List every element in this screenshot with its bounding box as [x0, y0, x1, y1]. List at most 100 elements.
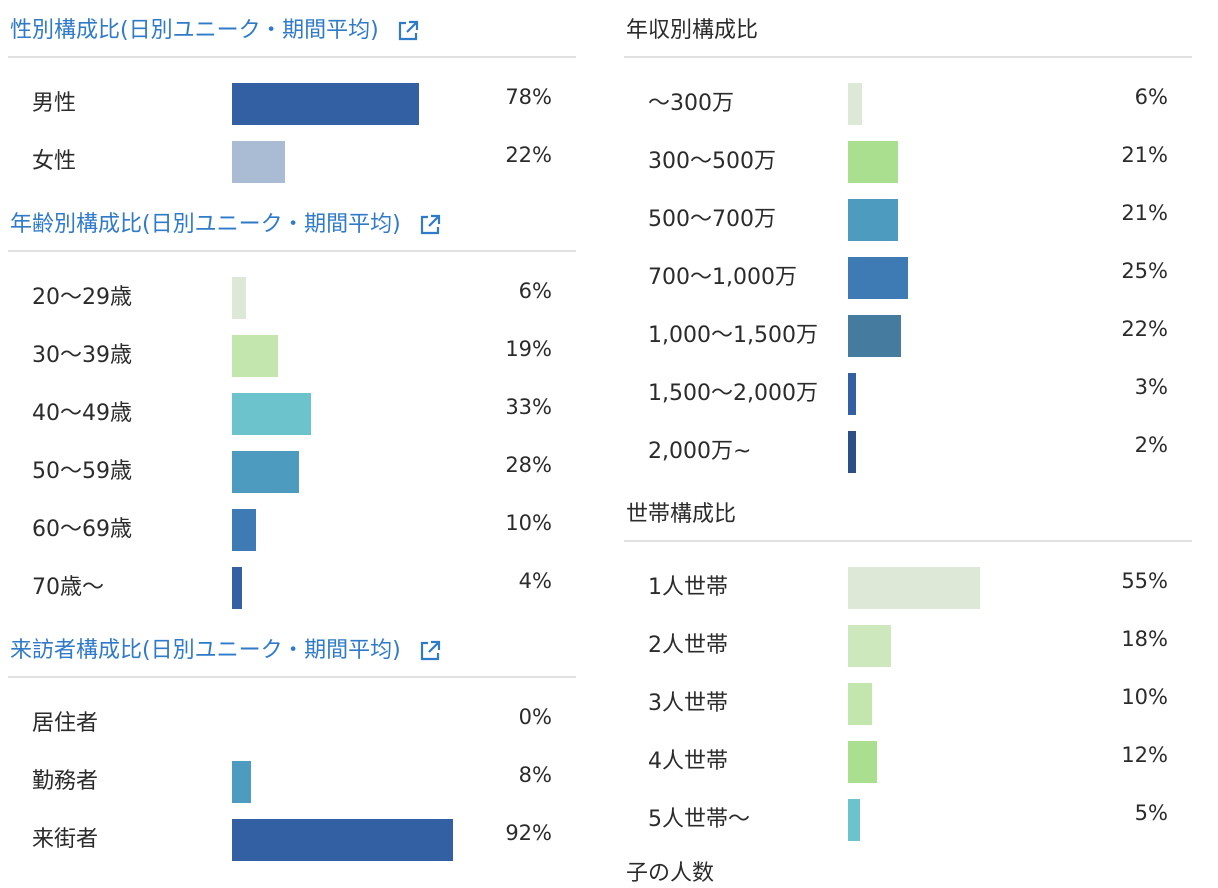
age-section-title[interactable]: 年齢別構成比(日別ユニーク・期間平均) [10, 212, 401, 237]
list-item: 1人世帯 55% [624, 567, 1192, 609]
bar [848, 373, 856, 415]
row-label: 居住者 [32, 711, 99, 736]
row-percent: 18% [1121, 627, 1168, 651]
bar [232, 761, 251, 803]
children-count-section-title: 子の人数 [626, 861, 715, 886]
visitor-section-title[interactable]: 来訪者構成比(日別ユニーク・期間平均) [10, 638, 401, 663]
row-label: 20〜29歳 [32, 285, 132, 310]
row-label: 60〜69歳 [32, 517, 132, 542]
row-label: 2人世帯 [648, 633, 728, 658]
bar [848, 199, 898, 241]
external-link-icon[interactable] [419, 640, 441, 662]
visitor-section-title-link[interactable]: 来訪者構成比(日別ユニーク・期間平均) [10, 637, 441, 665]
list-item: 1,500〜2,000万 3% [624, 373, 1192, 415]
bar [848, 567, 980, 609]
bar [848, 257, 908, 299]
list-item: 来街者 92% [8, 819, 576, 861]
row-label: 700〜1,000万 [648, 265, 797, 290]
bar [232, 393, 311, 435]
list-item: 4人世帯 12% [624, 741, 1192, 783]
list-item: 勤務者 8% [8, 761, 576, 803]
list-item: 1,000〜1,500万 22% [624, 315, 1192, 357]
income-section-title: 年収別構成比 [626, 18, 759, 43]
list-item: 40〜49歳 33% [8, 393, 576, 435]
row-percent: 0% [518, 705, 552, 729]
row-percent: 2% [1134, 433, 1168, 457]
bar [232, 509, 256, 551]
income-section: 年収別構成比 〜300万 6% 300〜500万 21% 500〜700万 21… [624, 0, 1192, 480]
external-link-icon[interactable] [419, 214, 441, 236]
bar [848, 683, 872, 725]
row-percent: 8% [518, 763, 552, 787]
row-percent: 33% [505, 395, 552, 419]
row-percent: 10% [1121, 685, 1168, 709]
household-section: 世帯構成比 1人世帯 55% 2人世帯 18% 3人世帯 10% 4人世帯 12… [624, 484, 1192, 854]
row-label: 5人世帯〜 [648, 807, 750, 832]
gender-section-title-link[interactable]: 性別構成比(日別ユニーク・期間平均) [10, 17, 419, 45]
row-percent: 28% [505, 453, 552, 477]
list-item: 居住者 0% [8, 703, 576, 745]
row-percent: 21% [1121, 143, 1168, 167]
row-percent: 4% [518, 569, 552, 593]
row-percent: 3% [1134, 375, 1168, 399]
row-label: 3人世帯 [648, 691, 728, 716]
list-item: 500〜700万 21% [624, 199, 1192, 241]
row-label: 1人世帯 [648, 575, 728, 600]
row-label: 50〜59歳 [32, 459, 132, 484]
list-item: 5人世帯〜 5% [624, 799, 1192, 841]
list-item: 20〜29歳 6% [8, 277, 576, 319]
row-percent: 55% [1121, 569, 1168, 593]
bar [848, 141, 898, 183]
row-label: 勤務者 [32, 769, 99, 794]
list-item: 300〜500万 21% [624, 141, 1192, 183]
gender-section-header: 性別構成比(日別ユニーク・期間平均) [8, 0, 576, 58]
bar [232, 277, 246, 319]
row-percent: 21% [1121, 201, 1168, 225]
row-percent: 6% [1134, 85, 1168, 109]
list-item: 700〜1,000万 25% [624, 257, 1192, 299]
list-item: 男性 78% [8, 83, 576, 125]
age-section: 年齢別構成比(日別ユニーク・期間平均) 20〜29歳 6% 30〜39歳 19%… [8, 194, 576, 614]
household-section-header: 世帯構成比 [624, 484, 1192, 542]
visitor-section: 来訪者構成比(日別ユニーク・期間平均) 居住者 0% 勤務者 8% 来街者 92… [8, 620, 576, 876]
list-item: 60〜69歳 10% [8, 509, 576, 551]
gender-section: 性別構成比(日別ユニーク・期間平均) 男性 78% 女性 22% [8, 0, 576, 200]
external-link-icon[interactable] [397, 20, 419, 42]
row-percent: 5% [1134, 801, 1168, 825]
row-label: 300〜500万 [648, 149, 776, 174]
bar [848, 315, 901, 357]
row-percent: 22% [505, 143, 552, 167]
row-percent: 12% [1121, 743, 1168, 767]
bar [848, 83, 862, 125]
list-item: 2人世帯 18% [624, 625, 1192, 667]
row-label: 30〜39歳 [32, 343, 132, 368]
row-label: 4人世帯 [648, 749, 728, 774]
income-section-header: 年収別構成比 [624, 0, 1192, 58]
row-label: 40〜49歳 [32, 401, 132, 426]
bar [232, 335, 278, 377]
list-item: 〜300万 6% [624, 83, 1192, 125]
gender-section-title[interactable]: 性別構成比(日別ユニーク・期間平均) [10, 18, 379, 43]
list-item: 3人世帯 10% [624, 683, 1192, 725]
bar [848, 799, 860, 841]
row-label: 来街者 [32, 827, 99, 852]
row-label: 500〜700万 [648, 207, 776, 232]
visitor-section-header: 来訪者構成比(日別ユニーク・期間平均) [8, 620, 576, 678]
bar [848, 625, 891, 667]
row-label: 女性 [32, 149, 77, 174]
bar [232, 83, 419, 125]
age-section-title-link[interactable]: 年齢別構成比(日別ユニーク・期間平均) [10, 211, 441, 239]
row-percent: 19% [505, 337, 552, 361]
bar [232, 567, 242, 609]
row-label: 70歳〜 [32, 575, 104, 600]
row-label: 男性 [32, 91, 77, 116]
row-percent: 6% [518, 279, 552, 303]
list-item: 70歳〜 4% [8, 567, 576, 609]
household-section-title: 世帯構成比 [626, 502, 737, 527]
row-percent: 92% [505, 821, 552, 845]
age-section-header: 年齢別構成比(日別ユニーク・期間平均) [8, 194, 576, 252]
list-item: 女性 22% [8, 141, 576, 183]
list-item: 50〜59歳 28% [8, 451, 576, 493]
bar [848, 431, 856, 473]
bar [232, 819, 453, 861]
